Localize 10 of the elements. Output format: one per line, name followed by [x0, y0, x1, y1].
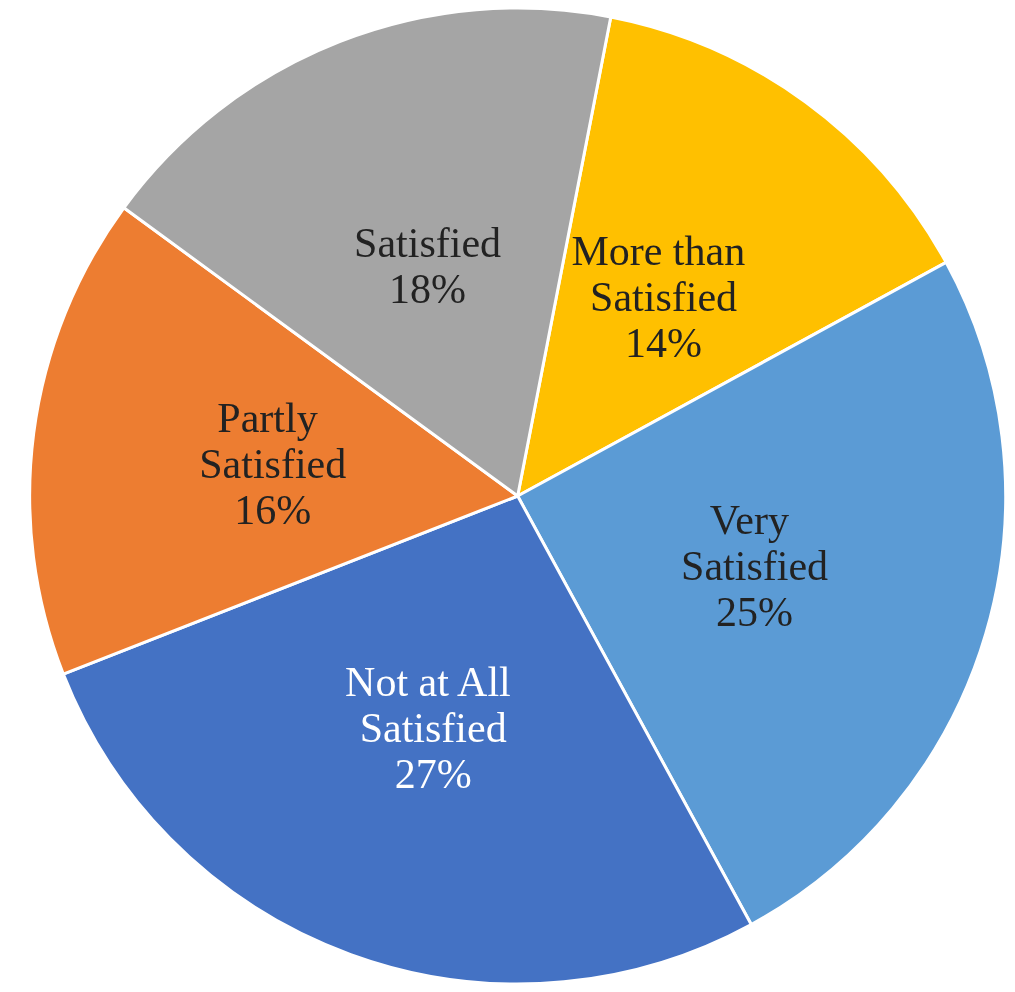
data-label: 27% — [394, 751, 472, 798]
data-label: 14% — [625, 319, 703, 366]
slice-label: Satisfied — [354, 220, 502, 267]
slice-label: Very Satisfied — [681, 496, 829, 589]
data-label: 16% — [234, 487, 312, 534]
slice-label: Partly Satisfied — [199, 395, 347, 488]
data-label: 25% — [716, 588, 794, 635]
slice-label: More than Satisfied — [571, 227, 756, 320]
data-label: 18% — [389, 266, 467, 313]
slice-label: Not at All Satisfied — [345, 659, 522, 752]
